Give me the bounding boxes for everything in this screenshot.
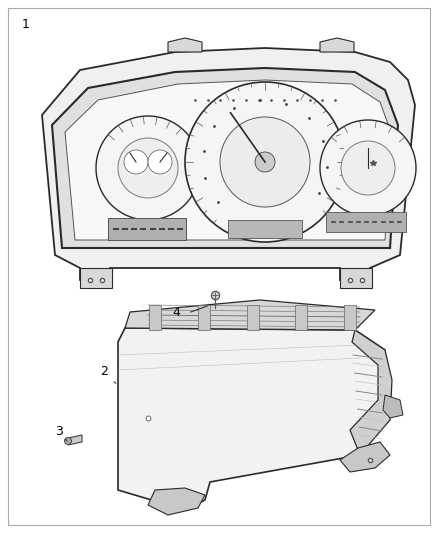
Circle shape bbox=[341, 141, 395, 195]
Polygon shape bbox=[340, 268, 372, 288]
Polygon shape bbox=[80, 268, 112, 288]
Circle shape bbox=[96, 116, 200, 220]
Polygon shape bbox=[340, 442, 390, 472]
Polygon shape bbox=[42, 48, 415, 280]
Polygon shape bbox=[148, 488, 205, 515]
Circle shape bbox=[255, 152, 275, 172]
FancyBboxPatch shape bbox=[228, 220, 302, 238]
Circle shape bbox=[185, 82, 345, 242]
Polygon shape bbox=[65, 80, 392, 240]
FancyBboxPatch shape bbox=[108, 218, 186, 240]
Circle shape bbox=[64, 438, 71, 445]
Polygon shape bbox=[320, 38, 354, 52]
Polygon shape bbox=[149, 305, 161, 330]
Text: 3: 3 bbox=[55, 425, 63, 438]
Polygon shape bbox=[344, 305, 356, 330]
Polygon shape bbox=[350, 330, 392, 455]
Polygon shape bbox=[198, 305, 210, 330]
Polygon shape bbox=[247, 305, 258, 330]
Circle shape bbox=[118, 138, 178, 198]
Circle shape bbox=[148, 150, 172, 174]
Polygon shape bbox=[52, 68, 398, 248]
Text: 2: 2 bbox=[100, 365, 108, 378]
Circle shape bbox=[124, 150, 148, 174]
Polygon shape bbox=[68, 435, 82, 445]
Polygon shape bbox=[383, 395, 403, 418]
Circle shape bbox=[220, 117, 310, 207]
Circle shape bbox=[320, 120, 416, 216]
Polygon shape bbox=[118, 328, 385, 510]
FancyBboxPatch shape bbox=[326, 212, 406, 232]
Polygon shape bbox=[295, 305, 307, 330]
Text: 1: 1 bbox=[22, 18, 30, 31]
Polygon shape bbox=[168, 38, 202, 52]
Text: 4: 4 bbox=[172, 306, 180, 319]
Polygon shape bbox=[125, 300, 375, 330]
